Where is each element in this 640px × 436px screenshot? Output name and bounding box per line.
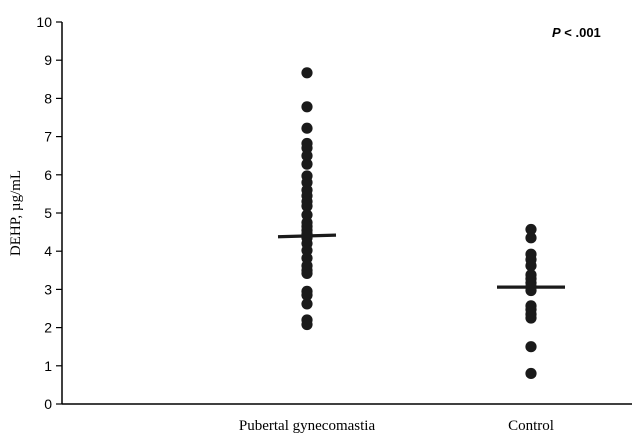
p-value-annotation: P < .001 (552, 25, 601, 40)
y-tick-label: 4 (44, 243, 52, 259)
data-point (301, 122, 313, 134)
y-tick-label: 7 (44, 129, 52, 145)
category-labels: Pubertal gynecomastia Control (239, 418, 554, 434)
data-point (525, 260, 537, 272)
y-tick-label: 8 (44, 90, 52, 106)
y-tick-label: 2 (44, 320, 52, 336)
data-point (301, 67, 313, 79)
data-point (525, 232, 537, 244)
data-point (301, 318, 313, 331)
data-point (301, 150, 313, 162)
data-point (301, 298, 313, 310)
y-tick-label: 3 (44, 281, 52, 297)
y-axis-title: DEHP, µg/mL (8, 170, 24, 256)
data-point (301, 200, 313, 212)
data-point (301, 267, 313, 279)
y-tick-label: 1 (44, 358, 52, 374)
data-point (525, 367, 537, 380)
category-label: Control (508, 418, 554, 434)
data-points (301, 67, 537, 380)
category-label: Pubertal gynecomastia (239, 418, 376, 434)
data-point (301, 158, 313, 170)
median-lines (277, 233, 565, 289)
data-point (525, 223, 537, 236)
y-tick-label: 0 (44, 396, 52, 412)
data-point (301, 101, 313, 113)
data-point (301, 289, 313, 301)
y-tick-label: 6 (44, 167, 52, 183)
y-tick-label: 9 (44, 52, 52, 68)
data-point (525, 341, 537, 353)
axes (61, 22, 632, 405)
y-tick-label: 10 (36, 14, 52, 30)
y-ticks: 0 1 2 3 4 5 6 7 8 9 10 (36, 14, 62, 412)
p-value: < .001 (561, 25, 601, 40)
p-symbol: P (552, 25, 561, 40)
median-line (277, 233, 337, 239)
data-point (525, 312, 537, 324)
y-tick-label: 5 (44, 205, 52, 221)
